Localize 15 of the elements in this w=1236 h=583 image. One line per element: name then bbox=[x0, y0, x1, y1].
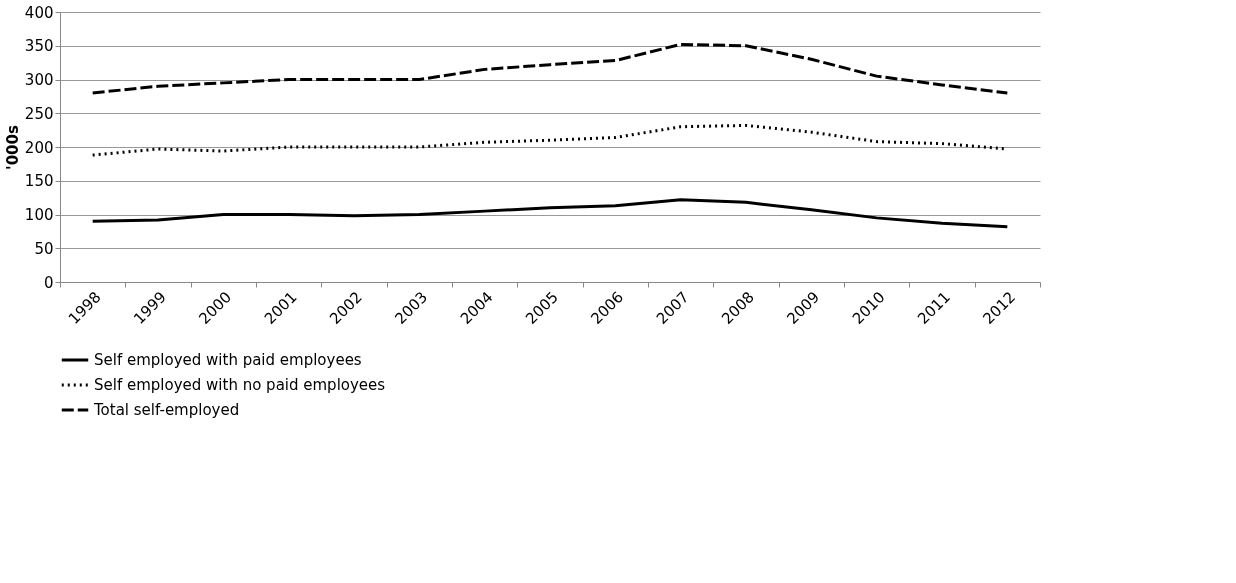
y-tick-label: 250 bbox=[24, 104, 54, 123]
y-tick-label: 400 bbox=[24, 3, 54, 22]
legend-label: Self employed with paid employees bbox=[94, 351, 362, 369]
y-tick-label: 200 bbox=[24, 138, 54, 157]
y-tick-label: 50 bbox=[34, 239, 54, 258]
y-tick-label: 150 bbox=[24, 172, 54, 191]
y-axis-title: '000s bbox=[3, 125, 22, 170]
line-series bbox=[91, 42, 1009, 95]
line-series bbox=[91, 198, 1009, 229]
legend-label: Self employed with no paid employees bbox=[94, 376, 386, 394]
y-tick-label: 350 bbox=[24, 37, 54, 56]
y-tick-label: 0 bbox=[43, 273, 54, 292]
y-tick-label: 300 bbox=[24, 71, 54, 89]
y-tick-label: 100 bbox=[24, 206, 54, 224]
legend-label: Total self-employed bbox=[93, 401, 240, 419]
